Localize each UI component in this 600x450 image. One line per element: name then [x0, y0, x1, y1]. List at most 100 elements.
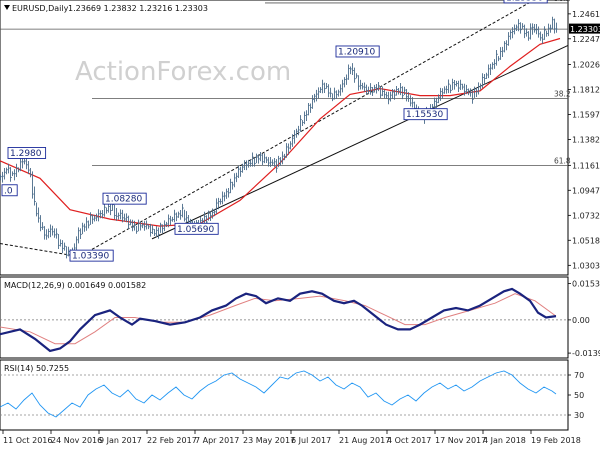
price-bar	[148, 224, 150, 230]
price-bar	[244, 160, 246, 170]
annotation-box	[403, 108, 448, 121]
price-bar	[300, 115, 302, 132]
price-bar	[312, 95, 314, 109]
x-tick-label: 17 Nov 2017	[435, 436, 486, 445]
fib-label: 61.8	[554, 156, 571, 165]
collapse-triangle-icon[interactable]	[4, 5, 10, 10]
price-bar	[172, 216, 174, 222]
price-bar	[288, 143, 290, 155]
y-tick-label: 1.05180	[572, 236, 600, 245]
price-bar	[234, 173, 236, 188]
y-tick-label: 1.15970	[572, 111, 600, 120]
swing-annotation: 1.2980	[7, 147, 47, 159]
price-bar	[260, 151, 262, 162]
annotation-label: 1.08280	[105, 195, 142, 205]
price-bar	[210, 211, 212, 221]
price-bar	[466, 84, 468, 95]
price-bar	[248, 159, 250, 168]
price-bar	[326, 83, 328, 89]
price-bar	[230, 178, 232, 194]
price-bar	[556, 22, 558, 33]
price-bar	[212, 208, 214, 219]
price-bar	[96, 213, 98, 222]
price-bar	[440, 87, 442, 101]
price-bar	[468, 88, 470, 96]
price-bar	[246, 160, 248, 171]
price-bar	[168, 214, 170, 228]
y-tick-label: 50	[574, 391, 584, 400]
price-bar	[8, 163, 10, 174]
price-bar	[512, 27, 514, 39]
fib-levels: 38.2 38.2 61.8	[0, 0, 571, 166]
price-bar	[10, 167, 12, 182]
annotation-box	[102, 192, 147, 205]
price-bar	[286, 143, 288, 158]
price-bar	[106, 207, 108, 214]
rsi-y-axis: 70 50 30	[568, 371, 584, 420]
price-bar	[120, 209, 122, 220]
price-bar	[476, 87, 478, 98]
swing-annotation: 1.25550	[503, 0, 548, 3]
y-tick-label: 1.20260	[572, 61, 600, 70]
price-bar	[46, 229, 48, 240]
price-bar	[540, 31, 542, 41]
price-bar	[262, 153, 264, 166]
price-bar	[92, 214, 94, 224]
price-bar	[154, 229, 156, 236]
price-bar	[166, 221, 168, 227]
price-bar	[552, 16, 554, 30]
price-bar	[554, 18, 556, 34]
x-tick-label: 11 Oct 2016	[3, 436, 52, 445]
price-bar	[58, 234, 60, 250]
macd-panel: MACD(12,26,9) 0.001649 0.001582 0.015320…	[0, 276, 600, 359]
price-bar	[30, 167, 32, 178]
price-bar	[274, 158, 276, 167]
price-bar	[110, 202, 112, 216]
price-bar	[218, 197, 220, 210]
price-bar	[304, 111, 306, 125]
price-bar	[488, 64, 490, 79]
price-bar	[238, 165, 240, 179]
price-bar	[478, 82, 480, 95]
price-bar	[346, 74, 348, 85]
price-bar	[220, 198, 222, 205]
price-bar	[180, 209, 182, 220]
price-bar	[182, 203, 184, 218]
price-bar	[400, 82, 402, 96]
price-bar	[322, 79, 324, 94]
price-bar	[436, 97, 438, 108]
price-bar	[350, 66, 352, 75]
annotation-label: 1.03390	[72, 252, 109, 262]
price-bar	[386, 91, 388, 99]
price-bar	[100, 210, 102, 219]
price-bar	[36, 202, 38, 217]
price-bar	[82, 222, 84, 235]
price-bar	[294, 130, 296, 144]
price-bar	[186, 211, 188, 223]
price-bar	[360, 79, 362, 90]
price-bar	[86, 217, 88, 231]
x-tick-label: 4 Oct 2017	[387, 436, 431, 445]
price-bar	[268, 157, 270, 167]
price-bar	[130, 219, 132, 226]
rsi-header: RSI(14) 50.7255	[4, 364, 69, 373]
price-bar	[356, 73, 358, 79]
price-bar	[250, 159, 252, 167]
annotation-label: 1.20910	[338, 47, 375, 57]
price-bar	[396, 86, 398, 96]
price-bar	[542, 33, 544, 44]
price-bar	[22, 157, 24, 169]
price-bar	[50, 224, 52, 238]
price-bar	[114, 204, 116, 220]
price-bar	[406, 88, 408, 102]
price-panel: ActionForex.com EURUSD,Daily 1.23669 1.2…	[0, 0, 600, 276]
price-bar	[528, 31, 530, 41]
symbol-label: EURUSD,Daily	[12, 4, 69, 13]
price-bar	[308, 102, 310, 116]
x-tick-label: 9 Jan 2017	[99, 436, 142, 445]
price-bar	[472, 89, 474, 104]
price-bar	[464, 83, 466, 96]
price-bar	[88, 220, 90, 229]
price-bar	[4, 167, 6, 180]
